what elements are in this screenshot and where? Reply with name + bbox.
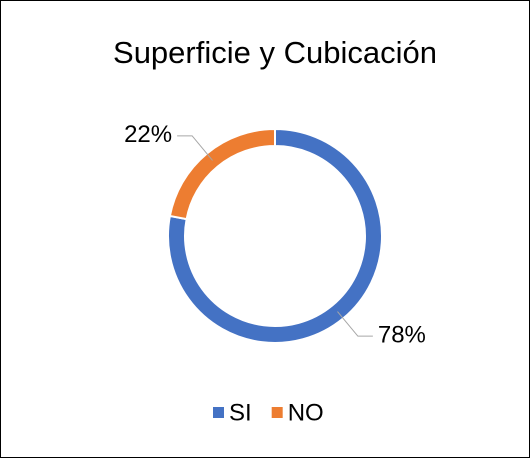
leader-line — [337, 311, 373, 337]
donut-slice — [168, 127, 276, 221]
chart-title: Superficie y Cubicación — [113, 35, 437, 70]
data-label: 22% — [124, 121, 172, 148]
legend-label: NO — [288, 399, 324, 426]
legend-swatch — [213, 407, 224, 418]
legend-label: SI — [229, 399, 252, 426]
leader-line — [177, 135, 213, 161]
legend-swatch — [271, 407, 283, 418]
data-label: 78% — [378, 322, 426, 349]
donut-slice — [167, 127, 383, 344]
